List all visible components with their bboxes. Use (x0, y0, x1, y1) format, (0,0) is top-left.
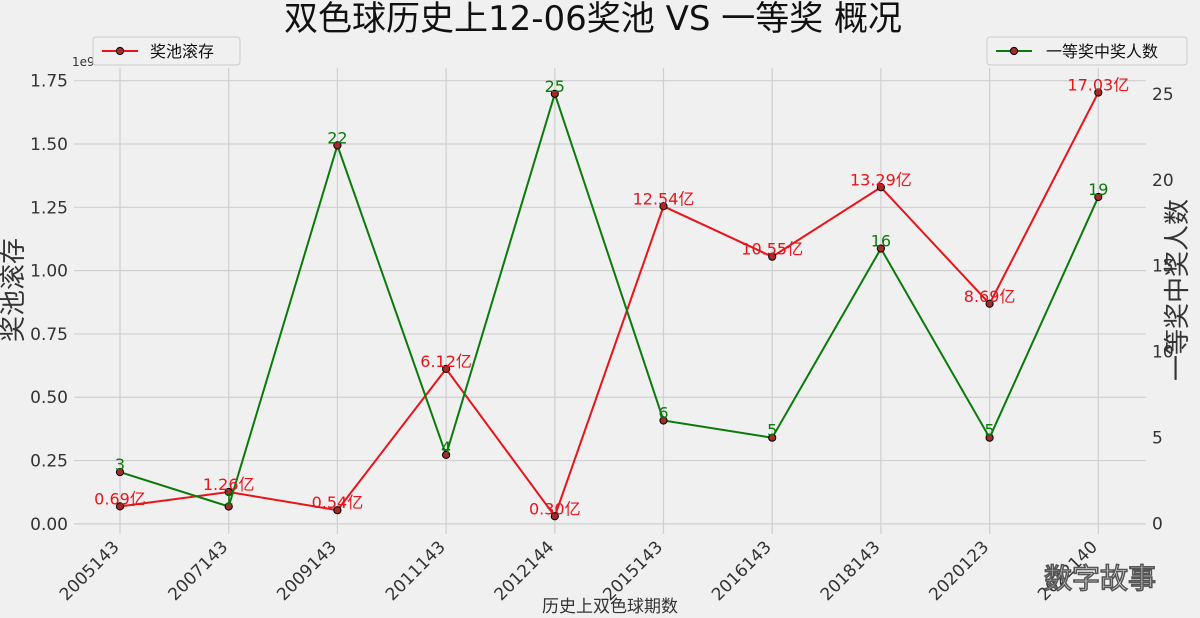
series-0-point (1094, 88, 1103, 97)
y-right-tick-label: 0 (1152, 515, 1163, 535)
series-1-data-label: 5 (985, 421, 995, 440)
series-0-point (333, 506, 342, 515)
series-0-data-label: 13.29亿 (850, 170, 912, 189)
series-line-0 (119, 92, 1100, 519)
series-0-point (115, 502, 125, 511)
y-left-label: 奖池滚存 (0, 238, 29, 342)
series-1-data-label: 22 (327, 128, 347, 147)
series-0-point (442, 364, 451, 373)
y-left-tick-label: 1.00 (30, 262, 68, 282)
series-1-point (115, 467, 125, 477)
legend-left-box (92, 36, 241, 66)
legend-left: 奖池滚存 (92, 36, 241, 66)
y-right-tick-label: 5 (1152, 429, 1163, 449)
x-axis-label: 历史上双色球期数 (542, 597, 678, 617)
series-0-data-label: 0.30亿 (529, 499, 581, 518)
series-0-point (876, 183, 886, 192)
series-1-point (1094, 192, 1103, 202)
series-1-point (442, 450, 451, 460)
data-labels: 0.69亿 1.26亿 0.54亿 6.12亿 0.30亿 12.54亿 10.55亿 13.… (94, 76, 1129, 519)
legend-right-label: 一等奖中奖人数 (1046, 42, 1158, 61)
series-1-point (985, 433, 994, 442)
series-1-data-label: 4 (441, 438, 451, 457)
series-1-data-label: 19 (1088, 180, 1108, 199)
y-left-tick-label: 0.00 (30, 515, 68, 535)
series-0-data-label: 10.55亿 (741, 240, 803, 259)
y-left-tick-label: 0.50 (30, 388, 68, 408)
y-left-tick-label: 0.25 (30, 452, 68, 472)
y-right-ticks: 0 5 10 15 20 25 (1152, 85, 1174, 535)
legend-right-marker (1009, 46, 1019, 56)
series-0-data-label: 8.69亿 (964, 287, 1016, 306)
y-left-tick-label: 1.25 (30, 198, 68, 218)
legend-right-box (986, 36, 1188, 66)
chart-title: 双色球历史上12-06奖池 VS 一等奖 概况 (284, 0, 902, 39)
series-0-point (550, 512, 559, 521)
series-0-point (768, 252, 777, 261)
series-line-1 (119, 90, 1100, 508)
series-1-point (333, 141, 342, 150)
series-1-data-label: 3 (115, 455, 125, 474)
series-1-data-label: 1 (224, 489, 234, 508)
series-1-point (550, 89, 559, 98)
series-0-data-label: 17.03亿 (1067, 76, 1129, 95)
series-0-data-label: 0.54亿 (312, 493, 364, 512)
y-right-tick-label: 10 (1152, 343, 1174, 363)
y-left-tick-label: 0.75 (30, 325, 68, 345)
series-1-data-label: 16 (871, 232, 891, 251)
series-0-data-label: 12.54亿 (633, 189, 695, 208)
y-right-tick-label: 20 (1152, 171, 1174, 191)
y-left-tick-label: 1.75 (30, 72, 68, 92)
series (115, 88, 1103, 521)
series-1-point (659, 416, 668, 425)
y-right-label: 一等奖中奖人数 (1163, 199, 1193, 381)
series-0-data-label: 6.12亿 (420, 352, 472, 371)
grid (74, 68, 1146, 534)
series-0-point (659, 202, 668, 211)
plot-area (74, 68, 1146, 534)
series-0-point (985, 299, 994, 308)
y-left-offset-text: 1e9 (72, 55, 95, 69)
legend-left-marker (115, 46, 125, 56)
series-1-point (768, 433, 777, 442)
series-1-point (224, 502, 233, 511)
y-right-tick-label: 15 (1152, 257, 1174, 277)
legend-right: 一等奖中奖人数 (986, 36, 1188, 66)
y-right-tick-label: 25 (1152, 85, 1174, 105)
series-1-data-label: 25 (545, 77, 565, 96)
y-left-ticks: 0.00 0.25 0.50 0.75 1.00 1.25 1.50 1.75 (30, 72, 68, 535)
series-0-data-label: 0.69亿 (94, 489, 146, 508)
legend-left-label: 奖池滚存 (150, 42, 214, 61)
series-1-data-label: 6 (658, 404, 668, 423)
series-0-data-label: 1.26亿 (203, 475, 255, 494)
series-1-point (876, 244, 886, 253)
y-left-tick-label: 1.50 (30, 135, 68, 155)
series-1-data-label: 5 (767, 421, 777, 440)
watermark: 数字故事 (1044, 562, 1156, 595)
